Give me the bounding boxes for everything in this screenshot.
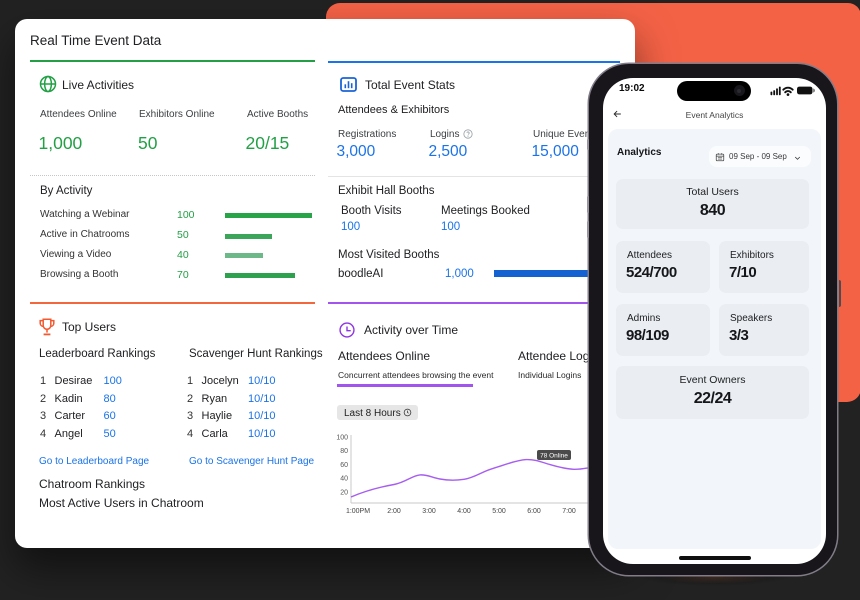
svg-text:5:00: 5:00 xyxy=(492,508,506,515)
svg-text:6:00: 6:00 xyxy=(527,508,541,515)
svg-text:7:00: 7:00 xyxy=(562,508,576,515)
svg-text:1:00PM: 1:00PM xyxy=(346,508,370,515)
svg-text:60: 60 xyxy=(340,462,348,469)
svg-text:80: 80 xyxy=(340,448,348,455)
svg-text:20: 20 xyxy=(340,489,348,496)
svg-text:3:00: 3:00 xyxy=(422,508,436,515)
svg-text:40: 40 xyxy=(340,476,348,483)
svg-text:4:00: 4:00 xyxy=(457,508,471,515)
svg-text:100: 100 xyxy=(336,435,348,442)
svg-text:78 Online: 78 Online xyxy=(540,452,568,459)
svg-text:2:00: 2:00 xyxy=(387,508,401,515)
